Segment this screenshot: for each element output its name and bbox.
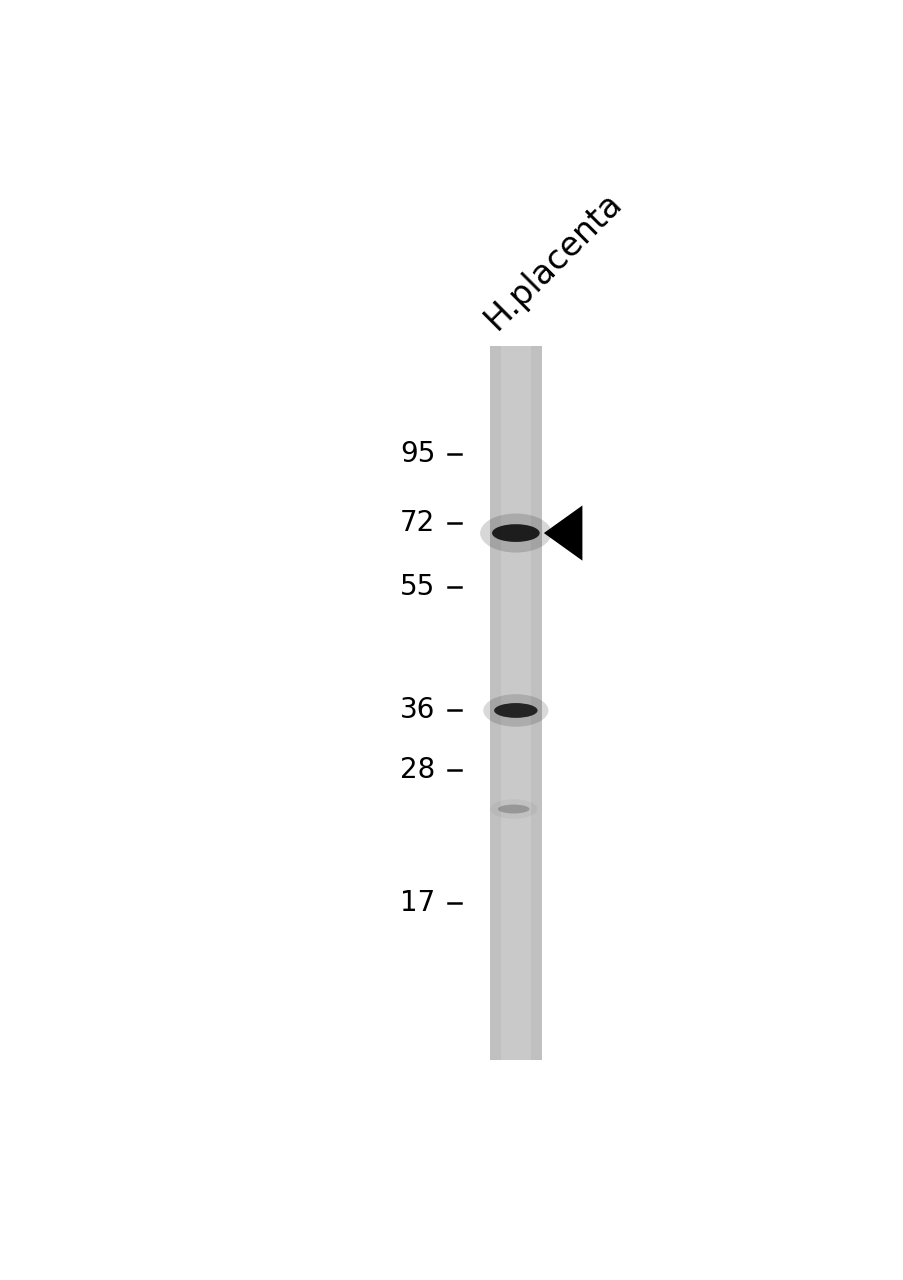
Ellipse shape	[483, 694, 548, 727]
Text: H.placenta: H.placenta	[478, 186, 628, 335]
Polygon shape	[544, 506, 582, 561]
Text: 28: 28	[400, 755, 435, 783]
Ellipse shape	[479, 513, 551, 553]
Text: 17: 17	[400, 888, 435, 916]
Text: 72: 72	[400, 509, 435, 538]
Text: 95: 95	[399, 440, 435, 468]
Ellipse shape	[491, 525, 539, 541]
Ellipse shape	[489, 799, 536, 819]
Ellipse shape	[498, 805, 529, 814]
Bar	[489, 346, 542, 1060]
Text: 36: 36	[399, 696, 435, 724]
Text: 55: 55	[400, 573, 435, 602]
Bar	[500, 346, 530, 1060]
Ellipse shape	[494, 703, 537, 718]
